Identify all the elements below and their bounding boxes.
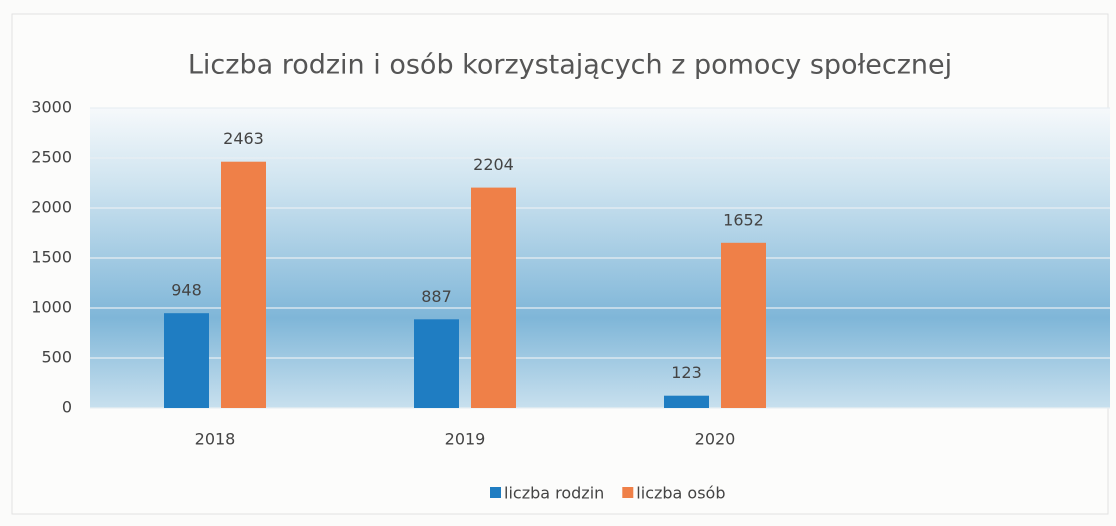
data-label: 2463 [223, 129, 264, 148]
y-tick-label: 2000 [31, 198, 72, 217]
x-tick-label: 2019 [445, 430, 486, 449]
y-tick-label: 3000 [31, 98, 72, 117]
legend-label: liczba rodzin [504, 484, 604, 503]
legend-swatch [622, 487, 634, 498]
x-tick-label: 2020 [695, 430, 736, 449]
bar [414, 319, 459, 408]
y-tick-label: 2500 [31, 148, 72, 167]
y-tick-label: 1500 [31, 248, 72, 267]
data-label: 2204 [473, 155, 514, 174]
bar [164, 313, 209, 408]
legend-label: liczba osób [636, 484, 725, 503]
chart-title: Liczba rodzin i osób korzystających z po… [188, 50, 952, 81]
bar [471, 187, 516, 408]
y-tick-label: 1000 [31, 298, 72, 317]
y-tick-label: 0 [62, 398, 72, 417]
legend-swatch [490, 487, 501, 498]
bar [664, 395, 709, 408]
bar [221, 161, 266, 408]
data-label: 887 [421, 287, 452, 306]
data-label: 123 [671, 363, 702, 382]
x-tick-label: 2018 [195, 430, 236, 449]
data-label: 1652 [723, 210, 764, 229]
bar [721, 242, 766, 408]
y-tick-label: 500 [41, 348, 72, 367]
data-label: 948 [171, 281, 202, 300]
